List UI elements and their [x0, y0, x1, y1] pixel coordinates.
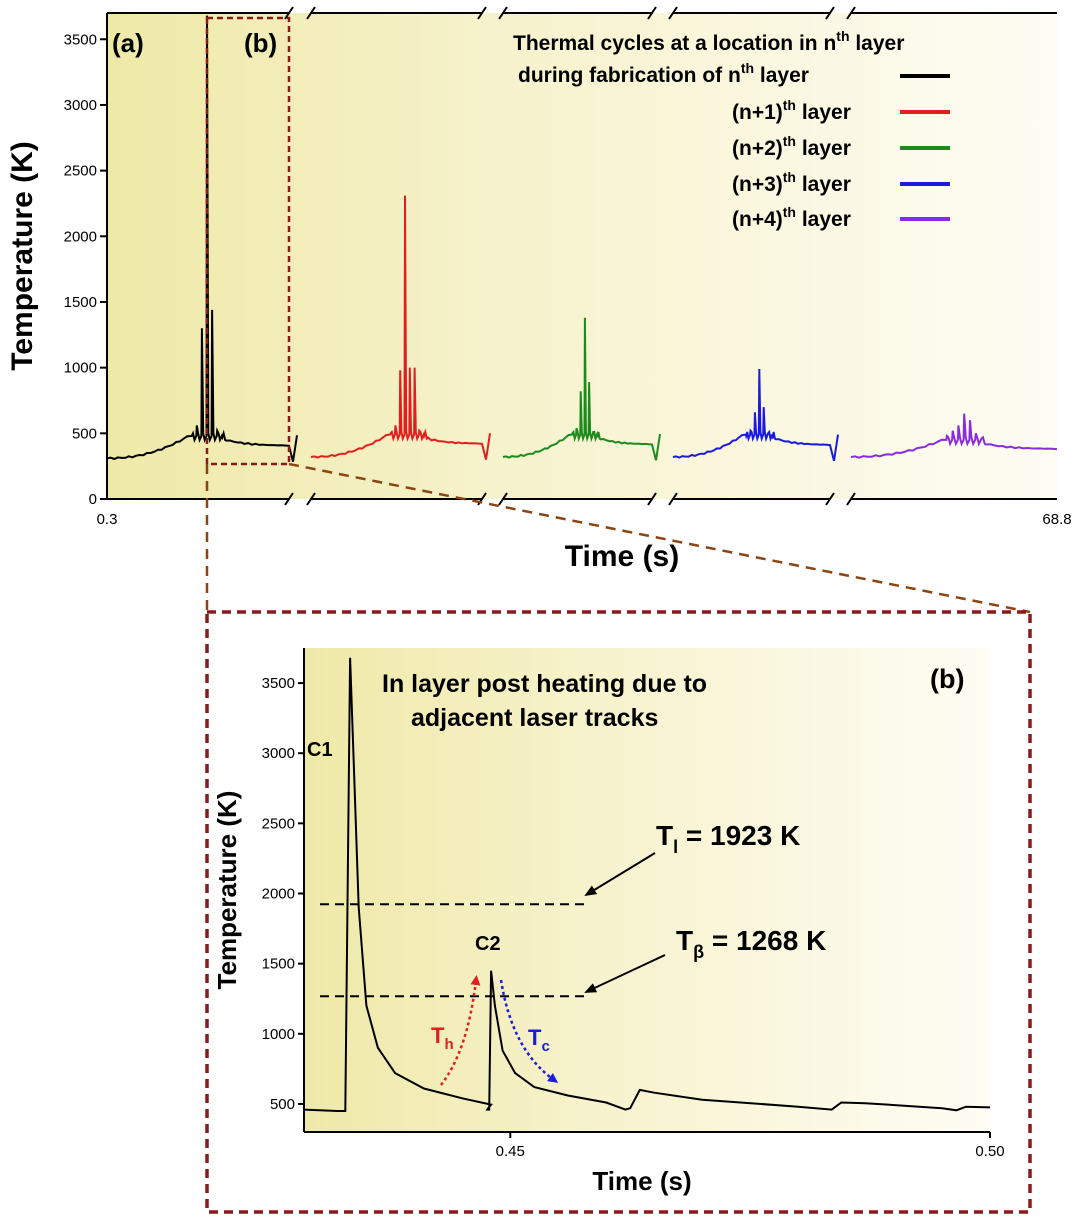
legend-entries: (n+1)th layer (n+2)th layer (n+3)th layer (…	[732, 97, 950, 231]
panel-a-x-tick-start: 0.3	[97, 511, 118, 528]
panel-b-title-line-2: adjacent laser tracks	[411, 704, 658, 732]
peak-label-c1: C1	[307, 739, 333, 761]
zoom-connector-right	[288, 462, 1031, 614]
panel-a-y-tick-label: 2500	[64, 163, 97, 180]
series-line-4	[850, 413, 1058, 459]
panel-b-plot-background	[304, 648, 990, 1132]
axis-break-mark	[647, 492, 657, 506]
panel-b-y-tick-label: 1000	[262, 1026, 295, 1043]
axis-break-mark	[825, 6, 835, 20]
panel-a-y-ticks: 0 500 1000 1500 2000 2500 3000 3500	[64, 31, 107, 508]
panel-a-axis-lines	[107, 6, 1057, 506]
series-line-0	[106, 15, 298, 462]
panel-b-x-axis-label: Time (s)	[592, 1166, 691, 1196]
panel-a-label: (a)	[112, 28, 144, 58]
panel-a-series-group	[106, 15, 1058, 462]
panel-b-y-tick-label: 3500	[262, 675, 295, 692]
series-line-3	[672, 368, 839, 462]
heating-rate-label: Th	[431, 1023, 454, 1053]
axis-break-mark	[284, 6, 294, 20]
inset-marker-label: (b)	[244, 28, 277, 58]
panel-a-y-tick-label: 3500	[64, 31, 97, 48]
panel-b-y-axis-label: Temperature (K)	[212, 791, 242, 990]
axis-break-mark	[647, 6, 657, 20]
heating-rate-arrow	[440, 975, 481, 1086]
panel-b-y-ticks: 500 1000 1500 2000 2500 3000 3500	[262, 675, 304, 1113]
axis-break-mark	[477, 6, 487, 20]
beta-transus-label: Tβ = 1268 K	[676, 925, 826, 962]
legend-title-line-1: Thermal cycles at a location in nth laye…	[513, 28, 904, 55]
panel-a-y-axis-label: Temperature (K)	[6, 141, 39, 370]
legend-label: (n+2)th layer	[732, 133, 851, 160]
panel-a-y-tick-label: 1500	[64, 294, 97, 311]
panel-a-y-tick-label: 500	[72, 425, 97, 442]
panel-a-y-tick-label: 1000	[64, 360, 97, 377]
panel-b-y-tick-label: 1500	[262, 956, 295, 973]
panel-b-y-tick-label: 2500	[262, 815, 295, 832]
panel-b-x-ticks: 0.45 0.50	[496, 1132, 1005, 1160]
beta-transus-pointer-arrow	[584, 954, 666, 993]
axis-break-mark	[825, 492, 835, 506]
legend-title-line-2: during fabrication of nth layer	[518, 60, 809, 87]
series-line-2	[502, 317, 661, 461]
legend-label: (n+1)th layer	[732, 97, 851, 124]
panel-a-legend: Thermal cycles at a location in nth laye…	[513, 28, 950, 231]
legend-label: (n+4)th layer	[732, 204, 851, 231]
panel-b-x-tick-label: 0.45	[496, 1143, 525, 1160]
panel-a-y-tick-label: 2000	[64, 228, 97, 245]
panel-a-y-tick-label: 0	[89, 491, 97, 508]
panel-b-frame	[205, 610, 1032, 1214]
panel-b-label: (b)	[930, 664, 964, 694]
panel-a-x-tick-end: 68.8	[1042, 511, 1071, 528]
peak-label-c2: C2	[475, 933, 501, 955]
inset-marker-box	[205, 16, 291, 466]
cooling-rate-label: Tc	[528, 1025, 550, 1055]
cooling-rate-arrow	[499, 979, 559, 1083]
legend-label: (n+3)th layer	[732, 169, 851, 196]
panel-a: (b) 0 500 1000 1500 2000 2500 3000 3500 0.3 68.…	[6, 6, 1072, 573]
panel-b-x-tick-label: 0.50	[975, 1143, 1004, 1160]
panel-b-temperature-curve	[303, 657, 991, 1112]
panel-b-y-tick-label: 500	[270, 1096, 295, 1113]
panel-b-title-line-1: In layer post heating due to	[382, 670, 707, 698]
liquidus-pointer-arrow	[584, 852, 656, 897]
liquidus-label: Tl = 1923 K	[656, 820, 800, 857]
panel-b: 500 1000 1500 2000 2500 3000 3500 0.45 0.50 Tim…	[205, 610, 1032, 1214]
panel-b-y-tick-label: 2000	[262, 886, 295, 903]
panel-a-x-axis-label: Time (s)	[565, 540, 679, 573]
panel-a-y-tick-label: 3000	[64, 97, 97, 114]
axis-break-mark	[284, 492, 294, 506]
series-line-1	[310, 195, 491, 460]
panel-b-y-tick-label: 3000	[262, 745, 295, 762]
